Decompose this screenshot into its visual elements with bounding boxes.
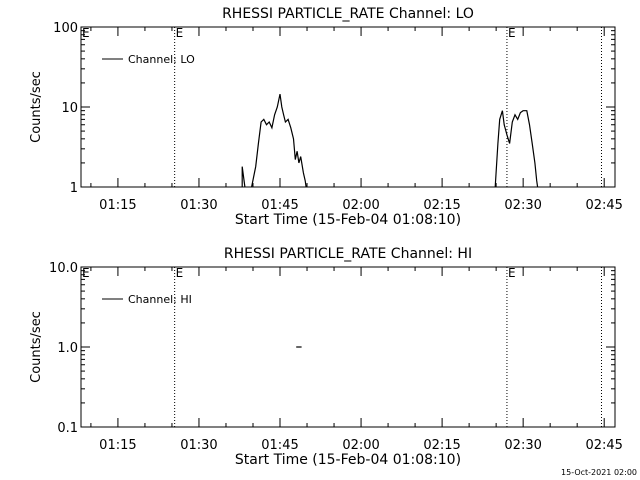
chart-1-x-tick-label-2: 01:45 <box>261 438 298 453</box>
chart-0-legend-label: Channel: LO <box>128 53 195 66</box>
panel-lo: RHESSI PARTICLE_RATE Channel: LO 1 10 100 01… <box>29 6 623 228</box>
chart-0-y-tick-label-0: 1 <box>70 181 78 196</box>
chart-1-x-tick-label-0: 01:15 <box>99 438 136 453</box>
chart-0-y-tick-label-2: 100 <box>53 21 78 36</box>
chart-1-x-tick-label-4: 02:15 <box>423 438 460 453</box>
chart-0-x-tick-label-6: 02:45 <box>585 198 622 213</box>
chart-0-x-axis-label: Start Time (15-Feb-04 01:08:10) <box>235 212 461 228</box>
chart-0-event-label-0: E <box>176 26 184 40</box>
chart-1-event-label-0: E <box>176 266 184 280</box>
chart-1-x-axis-label: Start Time (15-Feb-04 01:08:10) <box>235 452 461 468</box>
chart-1-y-tick-label-0: 0.1 <box>57 421 78 436</box>
chart-1-y-axis-label: Counts/sec <box>29 311 44 383</box>
chart-1-event-label-1: E <box>508 266 516 280</box>
chart-1-y-tick-label-2: 10.0 <box>49 261 78 276</box>
chart-0-y-tick-label-1: 10 <box>61 101 78 116</box>
chart-1-x-tick-label-5: 02:30 <box>504 438 541 453</box>
chart-0-y-axis-label: Counts/sec <box>29 71 44 143</box>
chart-0-x-tick-label-2: 01:45 <box>261 198 298 213</box>
chart-0-x-tick-label-3: 02:00 <box>342 198 379 213</box>
chart-1-legend-label: Channel: HI <box>128 293 192 306</box>
chart-0-event-label-start: E <box>82 26 90 40</box>
footer-date-stamp: 15-Oct-2021 02:00 <box>561 468 637 477</box>
chart-0-title: RHESSI PARTICLE_RATE Channel: LO <box>222 6 474 22</box>
chart-0-series-0-segment-0 <box>241 166 246 188</box>
chart-0-x-tick-label-4: 02:15 <box>423 198 460 213</box>
panel-hi: RHESSI PARTICLE_RATE Channel: HI 0.1 1.0 10… <box>29 246 623 468</box>
chart-1-y-tick-label-1: 1.0 <box>57 341 78 356</box>
chart-1-x-tick-label-1: 01:30 <box>180 438 217 453</box>
chart-0-x-tick-label-1: 01:30 <box>180 198 217 213</box>
chart-1-x-tick-label-6: 02:45 <box>585 438 622 453</box>
chart-0-event-label-1: E <box>508 26 516 40</box>
chart-1-x-tick-label-3: 02:00 <box>342 438 379 453</box>
chart-0-series-0-segment-2 <box>494 110 539 188</box>
chart-1-event-label-start: E <box>82 266 90 280</box>
chart-0-x-tick-label-0: 01:15 <box>99 198 136 213</box>
chart-0-series-0-segment-1 <box>251 93 307 188</box>
chart-0-x-tick-label-5: 02:30 <box>504 198 541 213</box>
chart-1-title: RHESSI PARTICLE_RATE Channel: HI <box>224 246 472 262</box>
